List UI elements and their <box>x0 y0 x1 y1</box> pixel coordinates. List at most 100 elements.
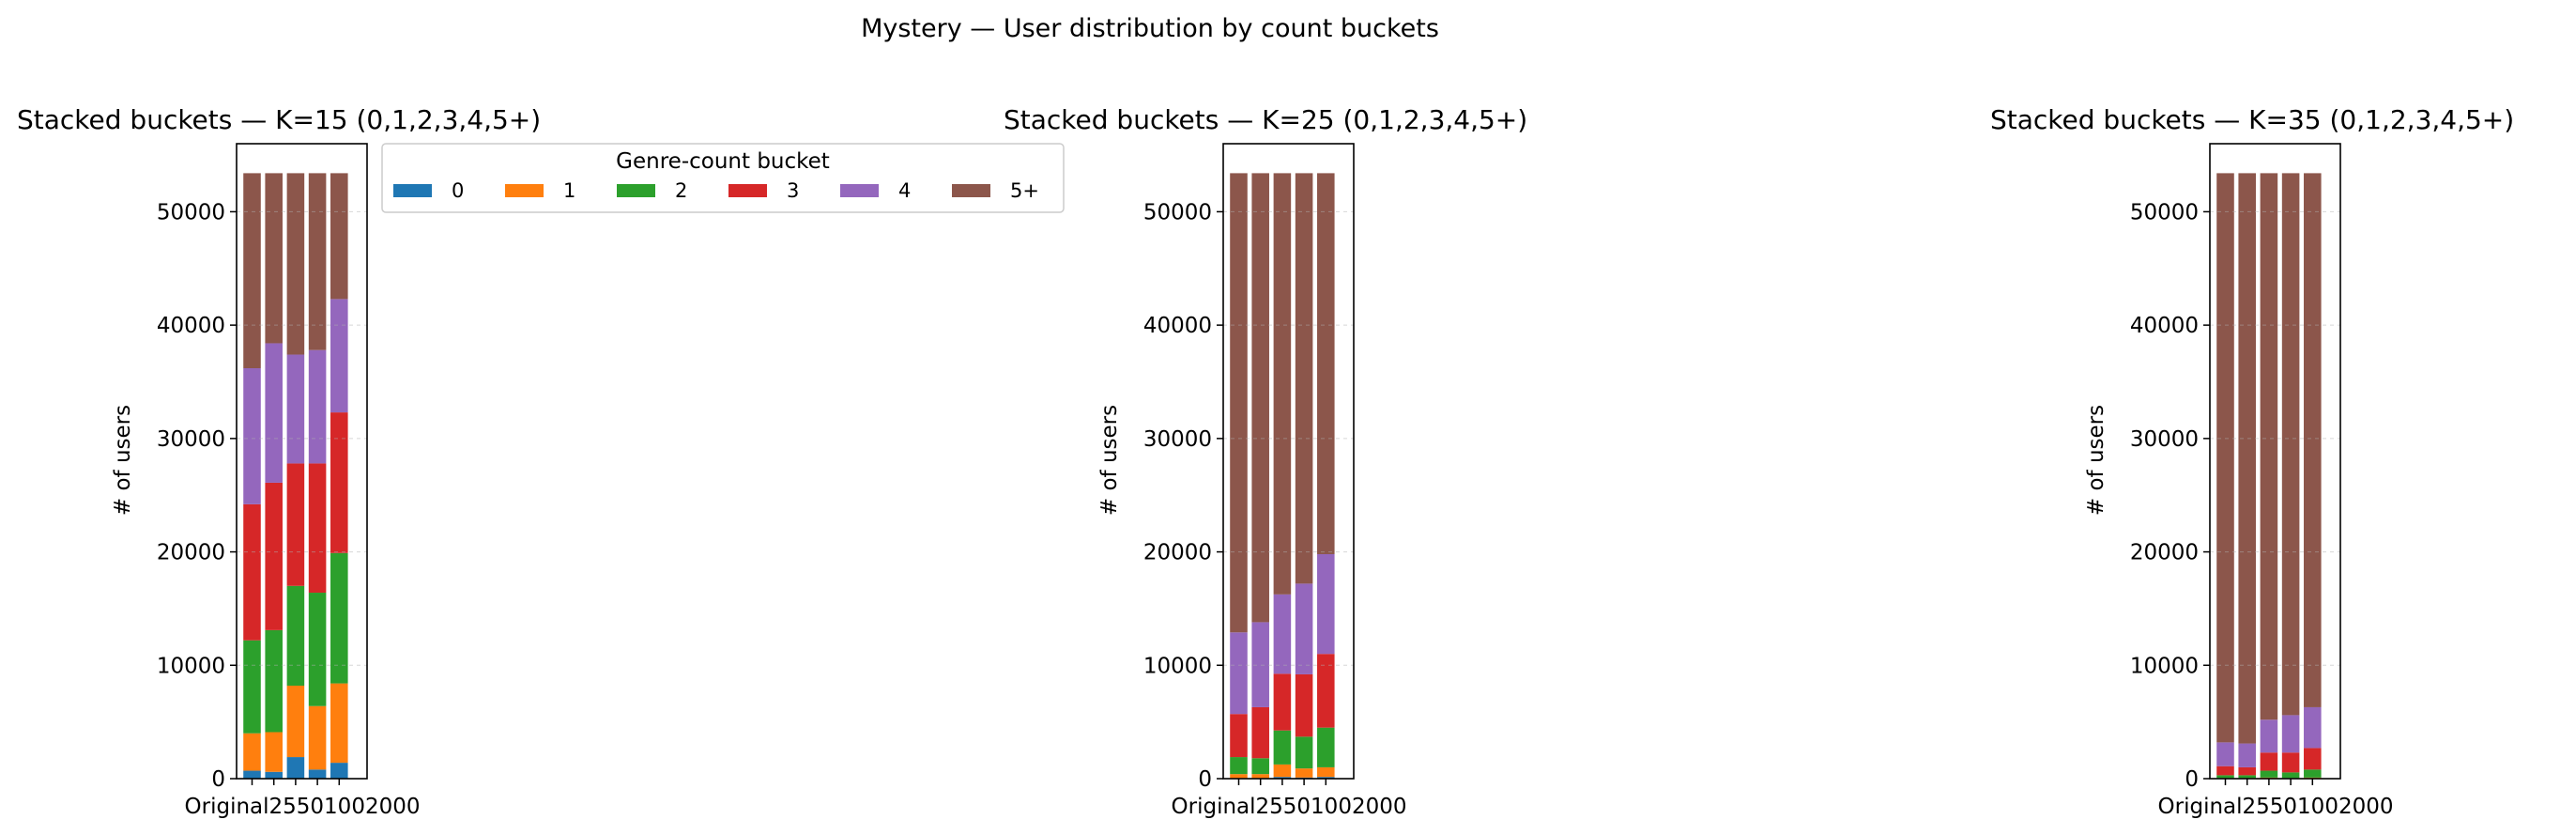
bar-segment <box>2304 173 2322 707</box>
y-tick-label: 50000 <box>1143 200 1212 224</box>
y-tick-label: 40000 <box>1143 314 1212 338</box>
bar-segment <box>2238 743 2256 767</box>
legend-label: 1 <box>563 179 575 202</box>
bar-segment <box>243 503 261 641</box>
bar-segment <box>1251 622 1269 707</box>
bar-segment <box>2238 766 2256 776</box>
y-tick-label: 0 <box>2185 767 2199 792</box>
legend-frame <box>381 143 1065 213</box>
bar-segment <box>1230 173 1248 633</box>
panel-title: Stacked buckets — K=35 (0,1,2,3,4,5+) <box>1990 104 2514 135</box>
y-tick-label: 50000 <box>2130 200 2199 224</box>
bar-segment <box>265 482 283 630</box>
y-tick-label: 50000 <box>157 200 225 224</box>
legend-label: 4 <box>898 179 911 202</box>
bar-segment <box>286 686 305 758</box>
legend-label: 2 <box>675 179 687 202</box>
figure-suptitle: Mystery — User distribution by count buc… <box>861 14 1439 43</box>
bar-segment <box>2260 770 2278 778</box>
bar-segment <box>1295 673 1313 737</box>
bar-segment <box>2260 173 2278 720</box>
y-tick-label: 20000 <box>157 541 225 565</box>
bar-segment <box>265 629 283 733</box>
panel-title: Stacked buckets — K=25 (0,1,2,3,4,5+) <box>1004 104 1527 135</box>
bar-segment <box>308 349 327 464</box>
bar-segment <box>2304 748 2322 770</box>
bar-segment <box>2260 719 2278 753</box>
bar-segment <box>286 757 305 779</box>
y-tick-label: 10000 <box>157 654 225 678</box>
bar-segment <box>265 343 283 483</box>
bar-segment <box>308 593 327 706</box>
bar-segment <box>1251 173 1269 623</box>
y-tick-label: 30000 <box>2130 427 2199 452</box>
bar-segment <box>243 733 261 771</box>
bar-segment <box>265 173 283 344</box>
bar-segment <box>2304 769 2322 778</box>
bar-segment <box>265 732 283 772</box>
axes-frame <box>2209 143 2341 780</box>
legend-label: 5+ <box>1010 179 1039 202</box>
y-tick-label: 20000 <box>1143 541 1212 565</box>
bar-segment <box>1295 173 1313 584</box>
y-tick-label: 10000 <box>1143 654 1212 678</box>
y-tick-label: 40000 <box>157 314 225 338</box>
bar-segment <box>1317 727 1335 767</box>
bar-segment <box>2216 765 2234 776</box>
bar-segment <box>286 173 305 355</box>
bar-segment <box>2238 775 2256 779</box>
axes-frame <box>1222 143 1355 780</box>
bar-segment <box>1317 173 1335 554</box>
bar-segment <box>1251 758 1269 775</box>
bar-segment <box>2304 706 2322 749</box>
bar-segment <box>2260 752 2278 771</box>
legend-label: 3 <box>787 179 799 202</box>
panel-title: Stacked buckets — K=15 (0,1,2,3,4,5+) <box>17 104 541 135</box>
bar-segment <box>308 463 327 594</box>
bar-segment <box>265 771 283 779</box>
y-axis-label: # of users <box>2084 405 2108 516</box>
bar-segment <box>2281 772 2300 779</box>
bar-segment <box>1273 730 1292 765</box>
bar-segment <box>1273 673 1292 731</box>
y-tick-label: 10000 <box>2130 654 2199 678</box>
y-tick-label: 30000 <box>157 427 225 452</box>
bar-segment <box>2281 752 2300 773</box>
legend-title: Genre-count bucket <box>616 149 830 174</box>
bar-segment <box>1230 714 1248 758</box>
panel-k35: Stacked buckets — K=35 (0,1,2,3,4,5+) # … <box>1990 104 2514 819</box>
bar-segment <box>1251 706 1269 759</box>
bar-segment <box>330 173 348 300</box>
bar-segment <box>1273 594 1292 674</box>
bar-segment <box>2281 173 2300 716</box>
x-tick-labels: Original25501002000 <box>185 795 421 819</box>
panel-k25: Stacked buckets — K=25 (0,1,2,3,4,5+) # … <box>1004 104 1527 819</box>
bars <box>2216 173 2322 779</box>
bars <box>1230 173 1335 779</box>
legend-swatch <box>840 184 879 197</box>
bar-segment <box>243 173 261 369</box>
bar-segment <box>1230 632 1248 715</box>
bar-segment <box>286 354 305 464</box>
y-tick-label: 20000 <box>2130 541 2199 565</box>
bar-segment <box>1317 766 1335 778</box>
bar-segment <box>330 412 348 553</box>
bar-segment <box>243 770 261 779</box>
bar-segment <box>1273 777 1292 779</box>
panel-k15: Stacked buckets — K=15 (0,1,2,3,4,5+) # … <box>17 104 541 819</box>
bar-segment <box>1273 764 1292 778</box>
bar-segment <box>2281 715 2300 753</box>
legend-label: 0 <box>452 179 464 202</box>
axes-frame <box>236 143 368 780</box>
y-tick-label: 40000 <box>2130 314 2199 338</box>
legend-swatch <box>728 184 767 197</box>
bar-segment <box>330 299 348 413</box>
bar-segment <box>1317 654 1335 728</box>
y-tick-label: 0 <box>1198 767 1212 792</box>
bar-segment <box>1273 173 1292 595</box>
y-tick-label: 0 <box>211 767 225 792</box>
bar-segment <box>330 552 348 684</box>
bar-segment <box>2216 775 2234 779</box>
x-tick-labels: Original25501002000 <box>1172 795 1407 819</box>
